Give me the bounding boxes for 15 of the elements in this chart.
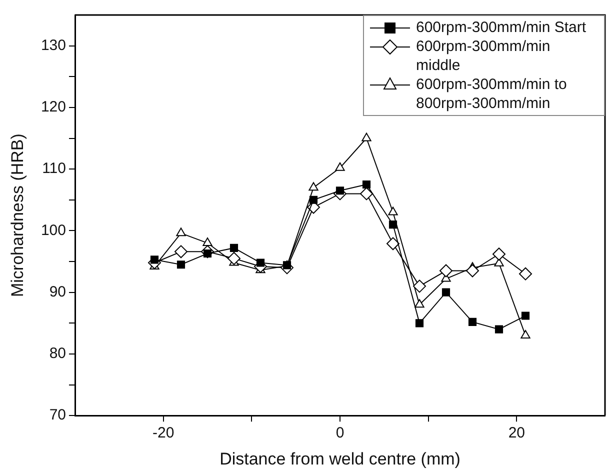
- y-tick-label: 130: [40, 36, 66, 54]
- y-tick-label: 100: [40, 222, 66, 239]
- x-tick-label: 20: [508, 424, 526, 442]
- legend-label: 600rpm-300mm/min middle: [416, 37, 552, 75]
- y-tick-label: 110: [42, 160, 66, 178]
- y-axis-title: Microhardness (HRB): [8, 134, 27, 298]
- y-tick-label: 70: [49, 406, 66, 424]
- y-tick-label: 90: [49, 283, 66, 300]
- legend-label: 600rpm-300mm/min Start: [416, 18, 586, 37]
- x-axis-title: Distance from weld centre (mm): [220, 449, 460, 468]
- y-tick-label: 120: [40, 98, 66, 116]
- legend-label: 600rpm-300mm/min to 800rpm-300mm/min: [416, 75, 568, 113]
- x-tick-label: -20: [152, 424, 174, 442]
- x-tick-label: 0: [336, 424, 344, 442]
- y-tick-label: 80: [49, 345, 66, 362]
